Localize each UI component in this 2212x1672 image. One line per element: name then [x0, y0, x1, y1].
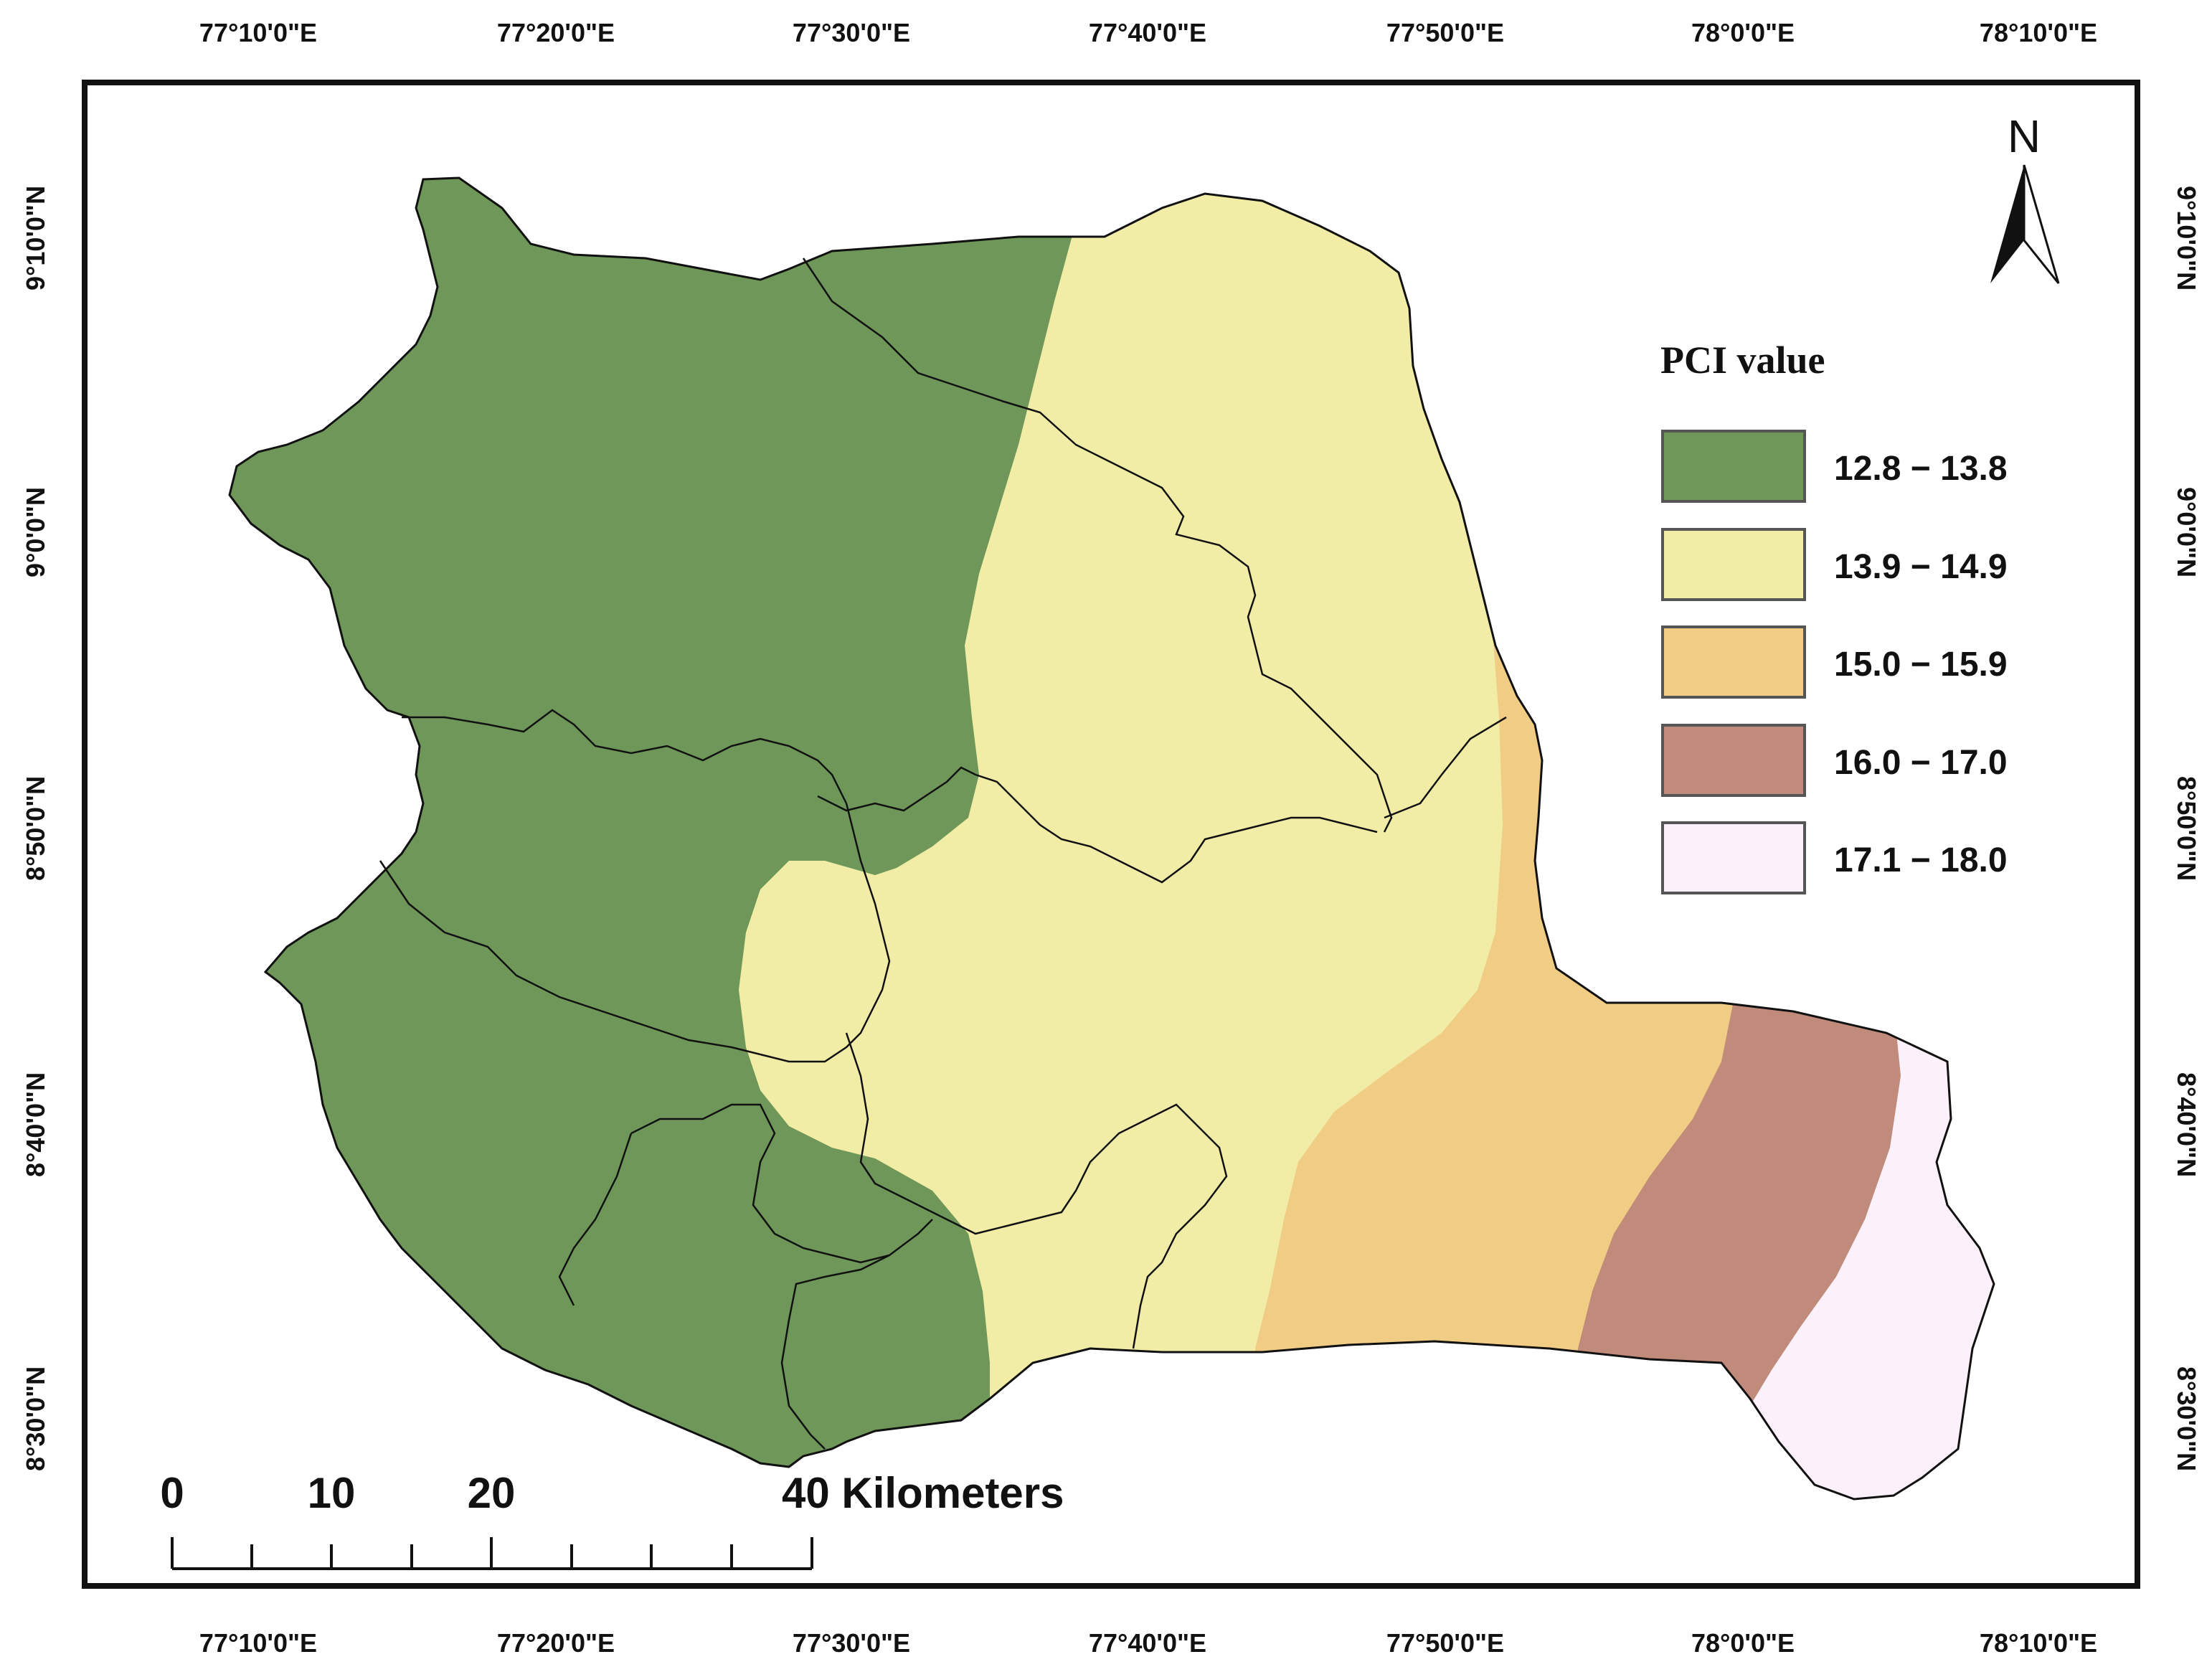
subregion-boundaries: [379, 258, 1507, 1450]
left-lat-label: 8°30'0"N: [21, 1366, 50, 1471]
top-lon-label: 77°20'0"E: [497, 18, 615, 47]
top-lon-label: 77°50'0"E: [1386, 18, 1504, 47]
bottom-lon-label: 78°10'0"E: [1980, 1628, 2097, 1658]
legend-swatch: [1661, 724, 1806, 797]
bottom-lon-label: 77°10'0"E: [199, 1628, 317, 1658]
legend-item: 17.1 − 18.0: [1661, 821, 2008, 894]
top-longitude-labels: 77°10'0"E 77°20'0"E 77°30'0"E 77°40'0"E …: [199, 18, 2097, 47]
boundary-line: [780, 1254, 890, 1450]
boundary-line: [1384, 716, 1507, 819]
boundary-line: [802, 258, 1393, 833]
top-lon-label: 77°30'0"E: [793, 18, 910, 47]
scale-label: 0: [160, 1469, 184, 1517]
legend-item: 13.9 − 14.9: [1661, 528, 2008, 601]
bottom-lon-label: 77°20'0"E: [497, 1628, 615, 1658]
boundary-line: [558, 1133, 633, 1306]
legend: PCI value 12.8 − 13.8 13.9 − 14.9 15.0 −…: [1660, 339, 2008, 894]
bottom-longitude-labels: 77°10'0"E 77°20'0"E 77°30'0"E 77°40'0"E …: [199, 1628, 2097, 1658]
left-lat-label: 8°50'0"N: [21, 776, 50, 881]
scale-bar-ruler: [171, 1537, 813, 1570]
left-lat-label: 9°0'0"N: [21, 487, 50, 577]
bottom-lon-label: 77°50'0"E: [1386, 1628, 1504, 1658]
scale-bar: 0 10 20 40 Kilometers: [160, 1469, 1064, 1570]
legend-item: 16.0 − 17.0: [1661, 724, 2008, 797]
scale-label: 20: [468, 1469, 516, 1517]
top-lon-label: 78°10'0"E: [1980, 18, 2097, 47]
boundary-line: [817, 766, 1378, 884]
scale-label: 10: [308, 1469, 356, 1517]
bottom-lon-label: 77°40'0"E: [1089, 1628, 1206, 1658]
boundary-line: [379, 860, 761, 1056]
legend-label: 12.8 − 13.8: [1834, 450, 2008, 488]
left-latitude-labels: 9°10'0"N 9°0'0"N 8°50'0"N 8°40'0"N 8°30'…: [21, 186, 50, 1471]
right-lat-label: 9°0'0"N: [2172, 487, 2201, 577]
bottom-lon-label: 77°30'0"E: [793, 1628, 910, 1658]
legend-swatch: [1661, 430, 1806, 503]
legend-label: 17.1 − 18.0: [1834, 841, 2008, 879]
legend-label: 15.0 − 15.9: [1834, 646, 2008, 684]
bottom-lon-label: 78°0'0"E: [1691, 1628, 1795, 1658]
right-lat-label: 8°50'0"N: [2172, 776, 2201, 881]
left-lat-label: 9°10'0"N: [21, 186, 50, 291]
boundary-line: [845, 1032, 1228, 1349]
left-lat-label: 8°40'0"N: [21, 1072, 50, 1177]
legend-swatch: [1661, 625, 1806, 699]
right-latitude-labels: 9°10'0"N 9°0'0"N 8°50'0"N 8°40'0"N 8°30'…: [2172, 186, 2201, 1471]
top-lon-label: 77°10'0"E: [199, 18, 317, 47]
legend-item: 12.8 − 13.8: [1661, 430, 2008, 503]
right-lat-label: 8°40'0"N: [2172, 1072, 2201, 1177]
legend-item: 15.0 − 15.9: [1661, 625, 2008, 699]
map-frame: [82, 80, 2140, 1589]
boundary-line: [630, 1103, 933, 1264]
region-outline: [228, 176, 1995, 1501]
boundary-line: [760, 803, 891, 1063]
top-lon-label: 78°0'0"E: [1691, 18, 1795, 47]
legend-swatch: [1661, 821, 1806, 894]
boundary-line: [402, 709, 848, 804]
right-lat-label: 8°30'0"N: [2172, 1366, 2201, 1471]
north-label: N: [2008, 110, 2041, 162]
legend-label: 16.0 − 17.0: [1834, 744, 2008, 782]
scale-label: 40 Kilometers: [782, 1469, 1064, 1517]
legend-swatch: [1661, 528, 1806, 601]
right-lat-label: 9°10'0"N: [2172, 186, 2201, 291]
north-arrow-icon: [1990, 164, 2060, 284]
legend-label: 13.9 − 14.9: [1834, 548, 2008, 586]
zone-class-5: [1743, 1004, 1994, 1499]
top-lon-label: 77°40'0"E: [1089, 18, 1206, 47]
legend-title: PCI value: [1660, 339, 1825, 382]
north-arrow: N: [1990, 110, 2060, 284]
